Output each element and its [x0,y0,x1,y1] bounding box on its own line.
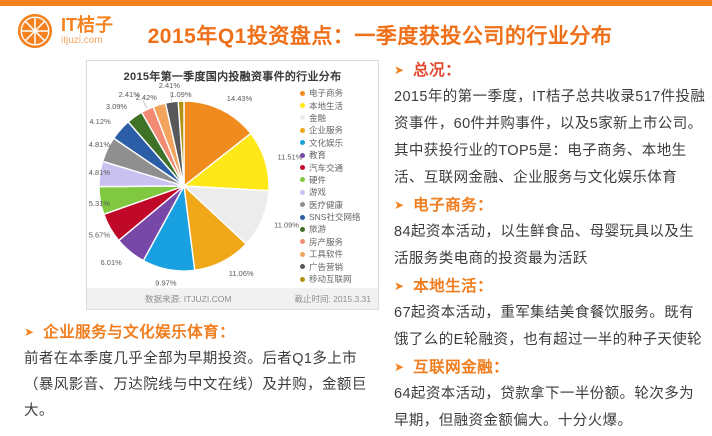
legend-item: 工具软件 [300,248,360,260]
pie-chart-card: 14.43% 11.51% 11.09% 11.06% 9.97% 6.01% 5.67% 5… [86,60,379,310]
legend-dot-icon [300,252,305,257]
section-local-life: ➤ 本地生活： 67起资本活动，重军集结美食餐饮服务。既有饿了么的E轮融资，也有… [394,274,708,354]
pie-label: 4.12% [89,117,111,126]
section-header: ➤ 电子商务： [394,193,708,217]
summary-column: ➤ 总况： 2015年的第一季度，IT桔子总共收录517件投融资事件，60件并购… [394,58,708,436]
legend-label: 房产服务 [309,236,343,248]
legend-label: 汽车交通 [309,162,343,174]
legend-label: 广告营销 [309,261,343,273]
legend-dot-icon [300,227,305,232]
legend-dot-icon [300,103,305,108]
legend-label: 文化娱乐 [309,137,343,149]
pie-label: 1.09% [170,90,192,99]
legend-label: 医疗健康 [309,199,343,211]
section-header: ➤ 企业服务与文化娱乐体育： [24,320,384,344]
legend-item: 教育 [300,149,360,161]
legend-dot-icon [300,115,305,120]
legend-dot-icon [300,190,305,195]
legend-label: 企业服务 [309,124,343,136]
legend-item: 医疗健康 [300,199,360,211]
legend-item: 金融 [300,112,360,124]
pie-label: 11.09% [274,221,299,230]
legend-item: 广告营销 [300,260,360,272]
section-body: 67起资本活动，重军集结美食餐饮服务。既有饿了么的E轮融资，也有超过一半的种子天… [394,300,708,354]
pie-label: 4.81% [89,168,111,177]
legend-dot-icon [300,277,305,282]
chart-footer: 数据来源: ITJUZI.COM 截止时间: 2015.3.31 [87,288,378,309]
pie-label: 3.09% [106,102,128,111]
legend-dot-icon [300,140,305,145]
legend-dot-icon [300,153,305,158]
section-body: 2015年的第一季度，IT桔子总共收录517件投融资事件，60件并购事件，以及5… [394,84,708,192]
section-body: 64起资本活动，贷款拿下一半份额。轮次多为早期，但融资金额偏大。十分火爆。 [394,381,708,435]
legend-dot-icon [300,215,305,220]
pie-label: 11.51% [278,153,303,162]
pie-label: 9.97% [155,278,177,287]
cutoff-date-note: 截止时间: 2015.3.31 [294,293,371,305]
pie-label: 5.31% [89,199,111,208]
legend-label: 本地生活 [309,100,343,112]
legend-label: 电子商务 [309,87,343,99]
top-accent-bar [0,0,712,6]
infographic-page: IT桔子 itjuzi.com 2015年Q1投资盘点：一季度获投公司的行业分布… [0,0,712,415]
section-title: 互联网金融： [413,355,509,377]
legend-item: 企业服务 [300,124,360,136]
legend-dot-icon [300,202,305,207]
legend-item: 房产服务 [300,236,360,248]
section-title: 本地生活： [413,274,493,296]
legend-dot-icon [300,239,305,244]
legend-label: 工具软件 [309,248,343,260]
arrow-icon: ➤ [394,360,404,374]
legend-label: 旅游 [309,223,326,235]
legend-dot-icon [300,264,305,269]
legend-item: 移动互联网 [300,273,360,285]
pie-label: 2.42% [136,93,158,102]
orange-slice-icon [16,12,54,50]
legend-label: 游戏 [309,186,326,198]
legend-label: 移动互联网 [309,273,352,285]
legend-item: 汽车交通 [300,161,360,173]
pie-label: 4.81% [89,140,111,149]
data-source-note: 数据来源: ITJUZI.COM [145,293,231,305]
section-enterprise-culture: ➤ 企业服务与文化娱乐体育： 前者在本季度几乎全部为早期投资。后者Q1多上市（暴… [24,320,384,424]
legend-dot-icon [300,177,305,182]
section-overview: ➤ 总况： 2015年的第一季度，IT桔子总共收录517件投融资事件，60件并购… [394,58,708,192]
legend-label: SNS社交网络 [309,211,360,223]
pie-label: 14.43% [227,94,253,103]
section-header: ➤ 互联网金融： [394,355,708,379]
legend-item: 电子商务 [300,87,360,99]
section-title: 电子商务： [413,193,493,215]
legend-item: 游戏 [300,186,360,198]
legend-dot-icon [300,91,305,96]
legend-label: 硬件 [309,174,326,186]
section-header: ➤ 总况： [394,58,708,82]
legend-item: SNS社交网络 [300,211,360,223]
section-title: 总况： [413,58,461,80]
section-body: 前者在本季度几乎全部为早期投资。后者Q1多上市（暴风影音、万达院线与中文在线）及… [24,346,384,424]
legend-dot-icon [300,128,305,133]
arrow-icon: ➤ [24,325,34,339]
legend-item: 本地生活 [300,99,360,111]
section-title: 企业服务与文化娱乐体育： [43,320,235,342]
section-body: 84起资本活动，以生鲜食品、母婴玩具以及生活服务类电商的投资最为活跃 [394,219,708,273]
legend-item: 文化娱乐 [300,137,360,149]
arrow-icon: ➤ [394,198,404,212]
pie-label: 5.67% [89,231,111,240]
chart-title: 2015年第一季度国内投融资事件的行业分布 [87,68,378,84]
arrow-icon: ➤ [394,63,404,77]
legend-item: 旅游 [300,223,360,235]
section-ecommerce: ➤ 电子商务： 84起资本活动，以生鲜食品、母婴玩具以及生活服务类电商的投资最为… [394,193,708,273]
arrow-icon: ➤ [394,279,404,293]
legend-label: 教育 [309,149,326,161]
section-fintech: ➤ 互联网金融： 64起资本活动，贷款拿下一半份额。轮次多为早期，但融资金额偏大… [394,355,708,435]
legend-dot-icon [300,165,305,170]
brand-logo: IT桔子 itjuzi.com [16,12,113,50]
page-title: 2015年Q1投资盘点：一季度获投公司的行业分布 [100,20,660,50]
pie-label: 11.06% [229,269,254,278]
pie-label: 6.01% [101,258,123,267]
section-header: ➤ 本地生活： [394,274,708,298]
legend-label: 金融 [309,112,326,124]
legend-item: 硬件 [300,174,360,186]
